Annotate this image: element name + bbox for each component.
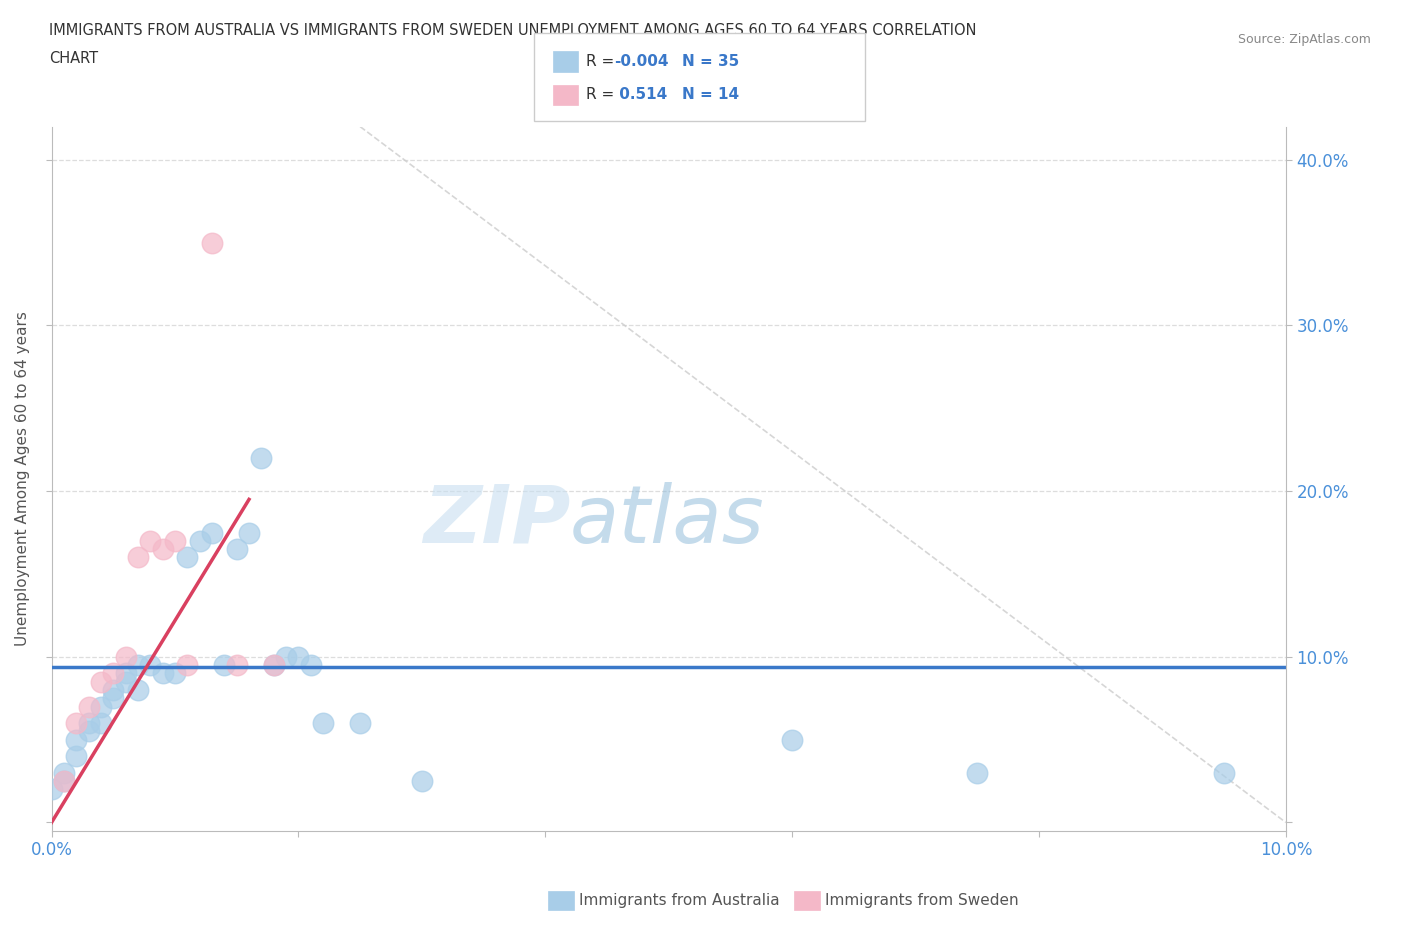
Point bbox=[780, 732, 803, 747]
Text: Immigrants from Sweden: Immigrants from Sweden bbox=[825, 893, 1019, 908]
Point bbox=[163, 666, 186, 681]
Text: R =: R = bbox=[586, 54, 620, 69]
Point bbox=[225, 658, 247, 672]
Text: ZIP: ZIP bbox=[423, 482, 569, 560]
Point bbox=[77, 716, 100, 731]
Point bbox=[114, 666, 136, 681]
Point bbox=[299, 658, 322, 672]
Point bbox=[77, 699, 100, 714]
Point bbox=[41, 782, 63, 797]
Point bbox=[152, 541, 174, 556]
Point bbox=[65, 716, 87, 731]
Point bbox=[349, 716, 371, 731]
Text: -0.004: -0.004 bbox=[614, 54, 669, 69]
Point bbox=[163, 534, 186, 549]
Point bbox=[77, 724, 100, 738]
Point bbox=[103, 666, 125, 681]
Point bbox=[188, 534, 211, 549]
Point bbox=[225, 541, 247, 556]
Point bbox=[114, 649, 136, 664]
Point bbox=[52, 774, 75, 789]
Point bbox=[90, 699, 112, 714]
Point bbox=[65, 732, 87, 747]
Point bbox=[176, 550, 198, 565]
Text: Immigrants from Australia: Immigrants from Australia bbox=[579, 893, 780, 908]
Point bbox=[127, 550, 149, 565]
Point bbox=[1213, 765, 1236, 780]
Point bbox=[103, 683, 125, 698]
Text: Source: ZipAtlas.com: Source: ZipAtlas.com bbox=[1237, 33, 1371, 46]
Point bbox=[65, 749, 87, 764]
Point bbox=[52, 774, 75, 789]
Text: IMMIGRANTS FROM AUSTRALIA VS IMMIGRANTS FROM SWEDEN UNEMPLOYMENT AMONG AGES 60 T: IMMIGRANTS FROM AUSTRALIA VS IMMIGRANTS … bbox=[49, 23, 977, 38]
Point bbox=[127, 683, 149, 698]
Point bbox=[312, 716, 335, 731]
Point bbox=[263, 658, 285, 672]
Point bbox=[201, 235, 224, 250]
Point bbox=[103, 691, 125, 706]
Point bbox=[250, 450, 273, 465]
Text: 0.514: 0.514 bbox=[614, 87, 668, 102]
Point bbox=[152, 666, 174, 681]
Point bbox=[274, 649, 297, 664]
Text: N = 35: N = 35 bbox=[682, 54, 740, 69]
Point bbox=[287, 649, 309, 664]
Point bbox=[201, 525, 224, 540]
Text: CHART: CHART bbox=[49, 51, 98, 66]
Point bbox=[139, 658, 162, 672]
Point bbox=[52, 765, 75, 780]
Point bbox=[90, 716, 112, 731]
Point bbox=[114, 674, 136, 689]
Text: R =: R = bbox=[586, 87, 620, 102]
Text: N = 14: N = 14 bbox=[682, 87, 740, 102]
Text: atlas: atlas bbox=[569, 482, 765, 560]
Point bbox=[263, 658, 285, 672]
Point bbox=[238, 525, 260, 540]
Point bbox=[966, 765, 988, 780]
Point bbox=[127, 658, 149, 672]
Point bbox=[176, 658, 198, 672]
Point bbox=[90, 674, 112, 689]
Point bbox=[139, 534, 162, 549]
Point bbox=[214, 658, 236, 672]
Y-axis label: Unemployment Among Ages 60 to 64 years: Unemployment Among Ages 60 to 64 years bbox=[15, 312, 30, 646]
Point bbox=[411, 774, 433, 789]
